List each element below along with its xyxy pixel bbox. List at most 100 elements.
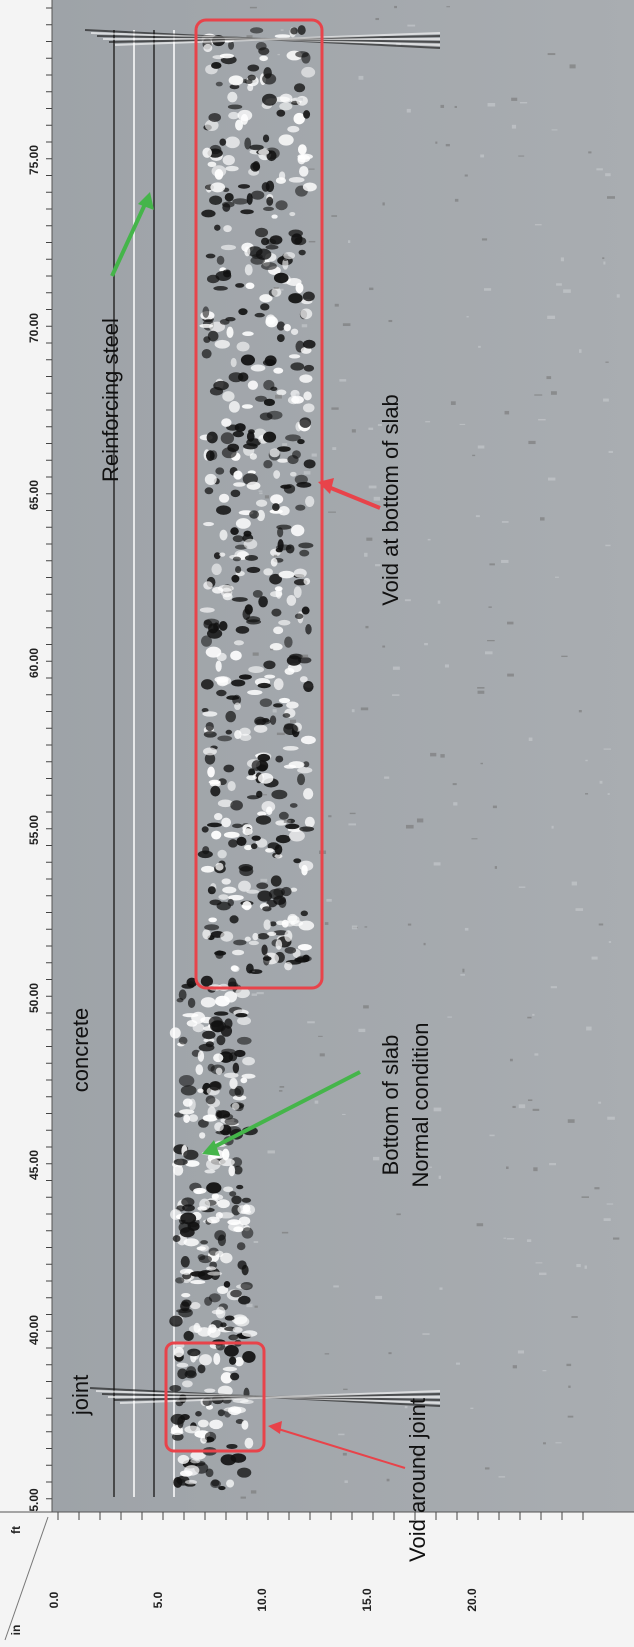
reflection-blob [217, 850, 226, 859]
noise [519, 1104, 525, 1108]
noise [478, 346, 481, 348]
reflection-blob [208, 917, 217, 922]
reflection-blob [232, 198, 248, 204]
reflection-blob [301, 67, 315, 78]
reflection-blob [277, 527, 283, 537]
noise [519, 886, 526, 887]
reflection-blob [258, 149, 269, 155]
reflection-blob [251, 191, 264, 200]
reflection-blob [173, 1165, 183, 1176]
reflection-blob [216, 660, 222, 671]
reflection-blob [265, 316, 278, 327]
reflection-blob [235, 423, 246, 432]
reflection-blob [243, 443, 258, 449]
reflection-blob [221, 818, 231, 828]
noise [338, 1434, 344, 1436]
reflection-blob [208, 886, 216, 894]
reflection-blob [239, 1216, 251, 1225]
reflection-blob [205, 487, 214, 494]
reflection-blob [237, 342, 250, 352]
reflection-blob [190, 1280, 205, 1284]
noise [518, 1350, 524, 1353]
noise [471, 838, 477, 839]
reflection-blob [201, 866, 215, 873]
reflection-blob [263, 207, 274, 211]
reflection-blob [266, 245, 279, 250]
reflection-blob [228, 1406, 241, 1415]
reflection-blob [263, 954, 269, 965]
reflection-blob [303, 391, 311, 400]
reflection-blob [300, 676, 308, 682]
reflection-blob [216, 1307, 226, 1319]
reflection-blob [239, 674, 252, 679]
reflection-blob [233, 431, 244, 437]
reflection-blob [294, 586, 302, 598]
noise [277, 733, 285, 735]
noise [339, 379, 346, 381]
reflection-blob [289, 177, 305, 183]
noise [605, 545, 610, 546]
noise [335, 304, 339, 307]
reflection-blob [260, 698, 272, 707]
reflection-blob [188, 998, 195, 1008]
reflection-blob [208, 113, 221, 122]
noise [576, 1264, 580, 1267]
reflection-blob [270, 715, 276, 725]
reflection-blob [236, 837, 246, 846]
reflection-blob [231, 1196, 241, 1205]
reflection-blob [217, 653, 227, 661]
reflection-blob [232, 824, 243, 828]
reflection-blob [245, 555, 258, 561]
reflection-blob [209, 196, 222, 205]
noise [434, 862, 441, 865]
reflection-blob [246, 775, 257, 780]
reflection-blob [256, 883, 268, 889]
reflection-blob [273, 896, 286, 905]
reflection-blob [212, 1194, 223, 1200]
reflection-blob [298, 543, 313, 549]
reflection-blob [179, 1075, 194, 1087]
noise [254, 1241, 259, 1243]
reflection-blob [263, 432, 276, 443]
reflection-blob [202, 1031, 215, 1039]
reflection-blob [206, 722, 214, 731]
noise [375, 18, 379, 20]
reflection-blob [265, 848, 274, 853]
noise [297, 98, 303, 101]
reflection-blob [303, 182, 317, 191]
noise [487, 640, 495, 641]
reflection-blob [250, 453, 257, 460]
noise [343, 1389, 347, 1390]
reflection-blob [236, 518, 251, 529]
reflection-blob [218, 894, 228, 900]
noise [478, 446, 485, 449]
reflection-blob [241, 1209, 251, 1214]
reflection-blob [193, 1188, 206, 1194]
noise [488, 103, 496, 106]
reflection-blob [263, 660, 275, 669]
noise [257, 992, 264, 994]
noise [607, 1117, 615, 1120]
reflection-blob [246, 619, 261, 624]
reflection-blob [266, 181, 274, 192]
reflection-blob [273, 470, 280, 479]
noise [343, 1453, 347, 1456]
reflection-blob [288, 396, 299, 404]
noise [511, 98, 517, 101]
reflection-blob [247, 567, 261, 573]
noise [507, 674, 514, 677]
reflection-blob [227, 1219, 240, 1225]
reflection-blob [226, 730, 232, 735]
noise [435, 142, 437, 144]
reflection-blob [299, 550, 309, 557]
noise [365, 926, 368, 927]
distance-tick-label: 60.00 [27, 648, 41, 678]
reflection-blob [185, 1480, 197, 1485]
noise [481, 763, 483, 764]
reflection-blob [220, 931, 233, 941]
noise [482, 238, 487, 240]
reflection-blob [205, 474, 217, 485]
noise [320, 1053, 325, 1056]
noise [279, 1090, 282, 1092]
noise [552, 129, 558, 130]
